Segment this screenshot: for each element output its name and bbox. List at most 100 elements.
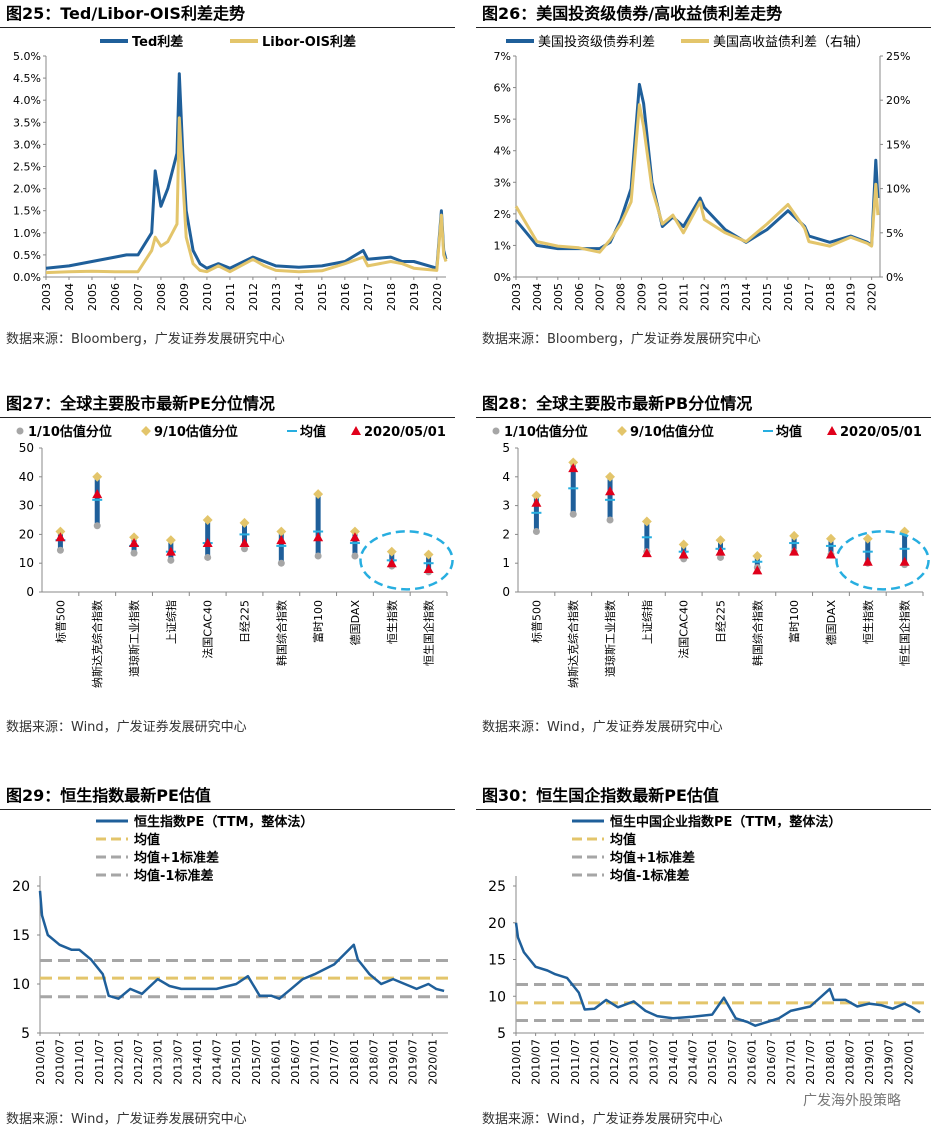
- p90-marker: [386, 546, 397, 557]
- y-tick-label: 15: [12, 928, 30, 944]
- p90-marker: [752, 551, 763, 561]
- x-tick-label: 恒生指数: [385, 600, 399, 644]
- y2-tick-label: 15%: [886, 138, 910, 151]
- x-tick-label: 2018: [824, 283, 837, 311]
- legend-swatch: [492, 427, 500, 435]
- chart-title: 图28：全球主要股市最新PB分位情况: [476, 390, 931, 418]
- legend-label: 恒生中国企业指数PE（TTM，整体法）: [610, 814, 841, 830]
- highlight-ellipse: [359, 530, 454, 591]
- current-marker: [825, 549, 836, 559]
- legend-label: 美国投资级债券利差: [538, 34, 655, 50]
- data-source: 数据来源：Wind，广发证券发展研究中心: [6, 1112, 247, 1127]
- x-tick-label: 2019: [845, 283, 858, 311]
- legend-label: 1/10估值分位: [28, 424, 112, 440]
- p90-marker: [92, 471, 103, 482]
- y2-tick-label: 5%: [886, 227, 903, 240]
- y-tick-label: 0.0%: [13, 271, 41, 284]
- current-marker: [752, 565, 763, 575]
- y2-tick-label: 20%: [886, 94, 910, 107]
- x-tick-label: 法国CAC40: [201, 600, 215, 659]
- p10-marker: [204, 553, 212, 561]
- x-tick-label: 2012/01: [112, 1039, 125, 1085]
- legend-label: 2020/05/01: [840, 425, 922, 440]
- x-tick-label: 2010: [656, 283, 669, 311]
- legend-label: 美国高收益债利差（右轴）: [713, 34, 869, 50]
- legend-label: 均值: [134, 832, 160, 848]
- x-tick-label: 2011/01: [549, 1039, 562, 1085]
- x-tick-label: 韩国综合指数: [274, 600, 288, 666]
- legend-label: 2020/05/01: [364, 425, 446, 440]
- x-tick-label: 2017/01: [785, 1039, 798, 1085]
- y-tick-label: 2.0%: [13, 183, 41, 196]
- legend-label: 均值+1标准差: [610, 850, 695, 866]
- series-line: [45, 116, 448, 275]
- y-tick-label: 5: [502, 441, 510, 455]
- current-marker: [568, 463, 579, 473]
- data-source: 数据来源：Wind，广发证券发展研究中心: [482, 1112, 723, 1127]
- legend-swatch: [617, 426, 627, 436]
- p10-marker: [167, 556, 175, 564]
- panel-fig26: 图26：美国投资级债券/高收益债利差走势 0% 1% 2% 3% 4% 5% 6% 7% 0% 5…: [476, 0, 931, 352]
- x-tick-label: 2020: [431, 283, 444, 311]
- x-tick-label: 2017/07: [328, 1039, 341, 1085]
- x-tick-label: 2003: [40, 283, 53, 311]
- x-tick-label: 2012/01: [588, 1039, 601, 1085]
- y-tick-label: 4.0%: [13, 94, 41, 107]
- highlight-ellipse: [835, 530, 930, 591]
- y-tick-label: 1.0%: [13, 227, 41, 240]
- current-marker: [55, 532, 66, 542]
- x-tick-label: 2019: [408, 283, 421, 311]
- current-marker: [531, 497, 542, 507]
- x-tick-label: 2008: [615, 283, 628, 311]
- y-tick-label: 7%: [494, 50, 511, 63]
- p10-marker: [130, 549, 138, 557]
- p10-marker: [241, 545, 248, 553]
- y-tick-label: 10: [488, 989, 506, 1005]
- x-tick-label: 2014/01: [191, 1039, 204, 1085]
- y-tick-label: 3%: [494, 176, 511, 189]
- x-tick-label: 2010/01: [34, 1039, 47, 1085]
- p90-marker: [605, 471, 615, 482]
- data-source: 数据来源：Bloomberg，广发证券发展研究中心: [6, 332, 285, 347]
- x-tick-label: 2009: [178, 283, 191, 311]
- chart-title: 图25：Ted/Libor-OIS利差走势: [0, 0, 455, 28]
- y-tick-label: 4.5%: [13, 72, 41, 85]
- watermark: 广发海外股策略: [803, 1093, 901, 1109]
- p90-marker: [826, 533, 836, 544]
- x-tick-label: 2019/07: [883, 1039, 896, 1085]
- chart-credit-spreads: 0% 1% 2% 3% 4% 5% 6% 7% 0% 5% 10% 15% 20% 25% 2003 2004…: [494, 34, 911, 311]
- y-tick-label: 30: [19, 499, 34, 513]
- chart-title: 图26：美国投资级债券/高收益债利差走势: [476, 0, 931, 28]
- x-tick-label: 2018/07: [843, 1039, 856, 1085]
- x-tick-label: 2004: [63, 283, 76, 311]
- x-tick-label: 2016/07: [289, 1039, 302, 1085]
- x-tick-label: 纳斯达克综合指数: [566, 600, 580, 688]
- y-tick-label: 3.5%: [13, 116, 41, 129]
- chart-title: 图30：恒生国企指数最新PE估值: [476, 782, 931, 810]
- p10-marker: [569, 510, 577, 518]
- panel-fig27: 图27：全球主要股市最新PE分位情况 0 10 20 30 40 50 标普500 纳斯达克综…: [0, 390, 455, 735]
- x-tick-label: 德国DAX: [824, 600, 838, 646]
- y-tick-label: 2.5%: [13, 161, 41, 174]
- x-tick-label: 2019/01: [863, 1039, 876, 1085]
- x-tick-label: 2016/07: [765, 1039, 778, 1085]
- legend-label: Ted利差: [132, 34, 183, 50]
- current-marker: [715, 546, 726, 556]
- x-tick-label: 2018/01: [824, 1039, 837, 1085]
- p10-marker: [606, 516, 614, 524]
- x-tick-label: 2003: [510, 283, 523, 311]
- x-tick-label: 2011/01: [73, 1039, 86, 1085]
- x-tick-label: 标普500: [529, 600, 543, 643]
- x-tick-label: 2013/07: [171, 1039, 184, 1085]
- y-tick-label: 3.0%: [13, 138, 41, 151]
- p10-marker: [351, 552, 359, 560]
- x-tick-label: 恒生国企指数: [898, 600, 912, 666]
- legend-swatch: [16, 427, 24, 435]
- y-tick-label: 5%: [494, 113, 511, 126]
- x-tick-label: 2014/07: [687, 1039, 700, 1085]
- legend-label: Libor-OIS利差: [262, 34, 356, 50]
- x-tick-label: 2015: [316, 283, 329, 311]
- chart-title: 图27：全球主要股市最新PE分位情况: [0, 390, 455, 418]
- data-source: 数据来源：Wind，广发证券发展研究中心: [482, 720, 723, 735]
- y-tick-label: 4: [502, 470, 510, 484]
